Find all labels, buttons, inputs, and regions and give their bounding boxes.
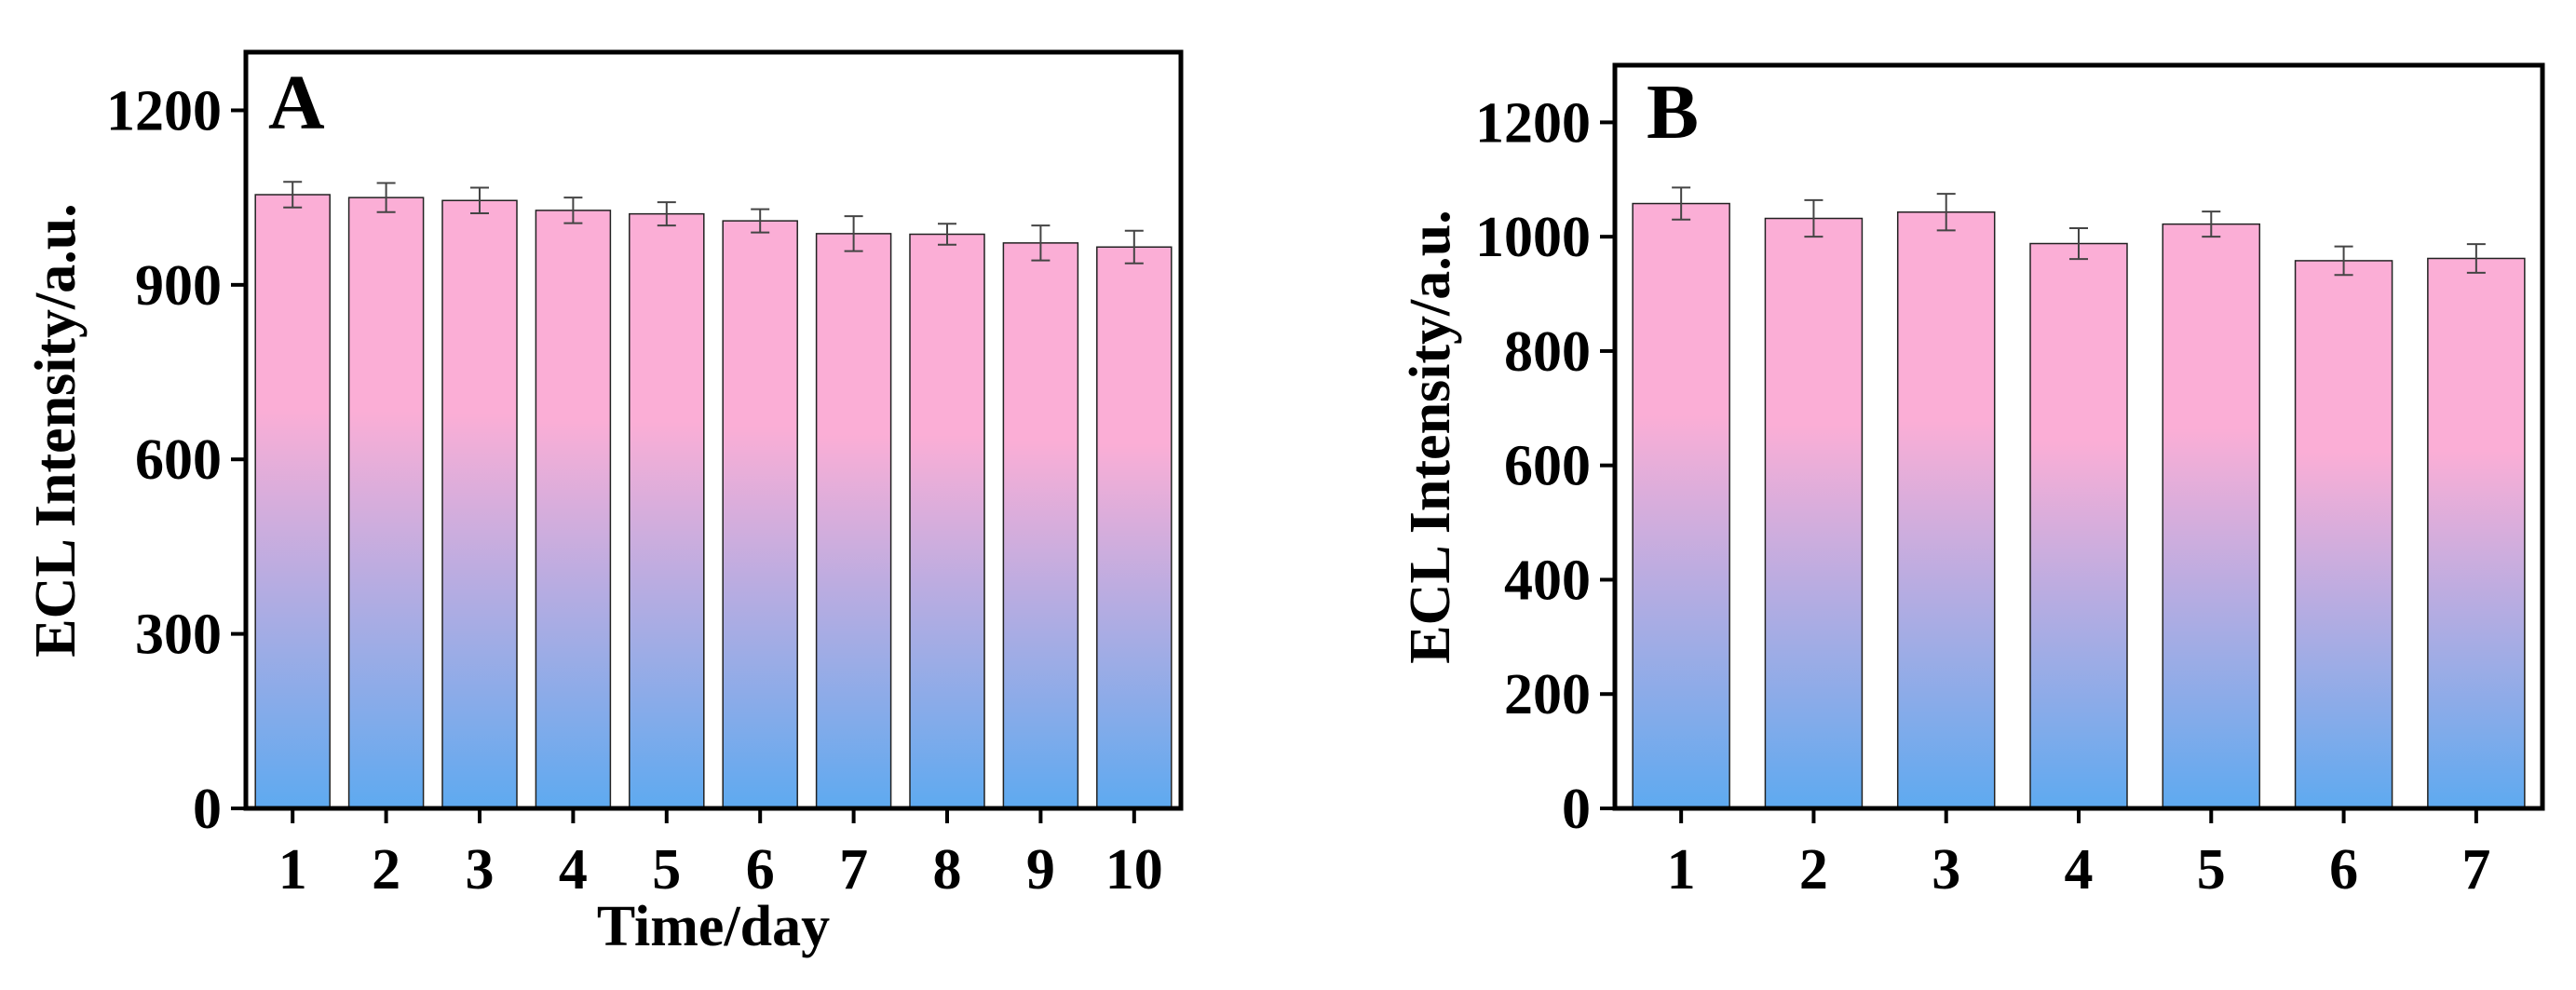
bar-5	[2162, 223, 2261, 809]
x-tick-label: 4	[2065, 838, 2094, 902]
error-bar-2	[376, 182, 396, 213]
bar-2	[347, 197, 425, 809]
x-tick-label: 5	[2197, 838, 2226, 902]
x-tick-label: 2	[1799, 838, 1828, 902]
bar-3	[441, 199, 518, 809]
error-bar-1	[1672, 186, 1691, 221]
bar-7	[815, 233, 892, 809]
bar-9	[1002, 242, 1079, 809]
y-tick-label: 1200	[1475, 91, 1591, 155]
bar-5	[629, 212, 705, 809]
bar-6	[722, 220, 798, 809]
error-bar-4	[2069, 226, 2088, 261]
error-bar-2	[1804, 198, 1824, 238]
bar-7	[2427, 257, 2526, 809]
y-tick-label: 800	[1504, 320, 1591, 384]
bar-4	[2029, 242, 2128, 809]
error-bar-6	[2334, 245, 2353, 277]
x-tick-label: 2	[372, 838, 400, 902]
y-tick-label: 200	[1504, 663, 1591, 726]
x-tick-label: 9	[1026, 838, 1055, 902]
error-bar-4	[563, 197, 583, 224]
x-tick-label: 3	[1932, 838, 1960, 902]
panel-label: A	[268, 60, 325, 146]
y-tick-label: 600	[1504, 435, 1591, 498]
x-tick-label: 6	[746, 838, 775, 902]
error-bar-1	[283, 181, 303, 209]
y-tick-label: 900	[135, 254, 222, 318]
x-tick-label: 1	[278, 838, 307, 902]
error-bar-8	[938, 223, 956, 246]
plot-frame	[243, 49, 1184, 811]
x-axis-label: Time/day	[597, 895, 830, 958]
y-tick-label: 1000	[1475, 206, 1591, 269]
x-tick-label: 1	[1667, 838, 1696, 902]
bar-8	[909, 233, 985, 809]
chart-panel-a: 0 300 600 900 1200 1 2 3 4 5 6 7 8 9 10 A ECL Intensity/…	[24, 49, 1184, 958]
bar-10	[1096, 246, 1173, 809]
error-bar-10	[1124, 229, 1144, 264]
x-tick-label: 4	[559, 838, 588, 902]
error-bar-3	[1936, 193, 1956, 232]
y-tick-label: 600	[135, 428, 222, 492]
y-tick-label: 400	[1504, 549, 1591, 612]
error-bar-9	[1031, 224, 1051, 262]
bar-1	[254, 194, 331, 809]
x-tick-label: 7	[839, 838, 868, 902]
error-bar-5	[657, 201, 676, 227]
y-axis-label: ECL Intensity/a.u.	[24, 203, 88, 658]
chart-panel-b: 0 200 400 600 800 1000 1200 1 2 3 4 5 6 7 B ECL Intensi…	[1399, 62, 2545, 902]
bar-3	[1896, 211, 1996, 809]
error-bar-5	[2202, 210, 2221, 238]
y-tick-label: 0	[193, 778, 222, 841]
x-tick-label: 3	[466, 838, 495, 902]
y-axis-label: ECL Intensity/a.u.	[1399, 210, 1462, 664]
error-bar-7	[844, 215, 863, 252]
error-bar-6	[751, 208, 770, 234]
y-tick-label: 0	[1562, 778, 1591, 841]
x-tick-label: 7	[2461, 838, 2490, 902]
x-tick-label: 10	[1105, 838, 1163, 902]
x-tick-label: 8	[933, 838, 962, 902]
panel-label: B	[1647, 69, 1699, 156]
error-bar-3	[470, 186, 489, 215]
error-bar-7	[2466, 243, 2486, 274]
bar-1	[1632, 202, 1730, 809]
bar-6	[2294, 260, 2393, 809]
x-tick-label: 5	[652, 838, 681, 902]
x-tick-label: 6	[2329, 838, 2358, 902]
y-tick-label: 300	[135, 603, 222, 667]
y-tick-label: 1200	[106, 79, 222, 142]
bar-2	[1764, 217, 1864, 809]
bar-4	[535, 210, 612, 809]
